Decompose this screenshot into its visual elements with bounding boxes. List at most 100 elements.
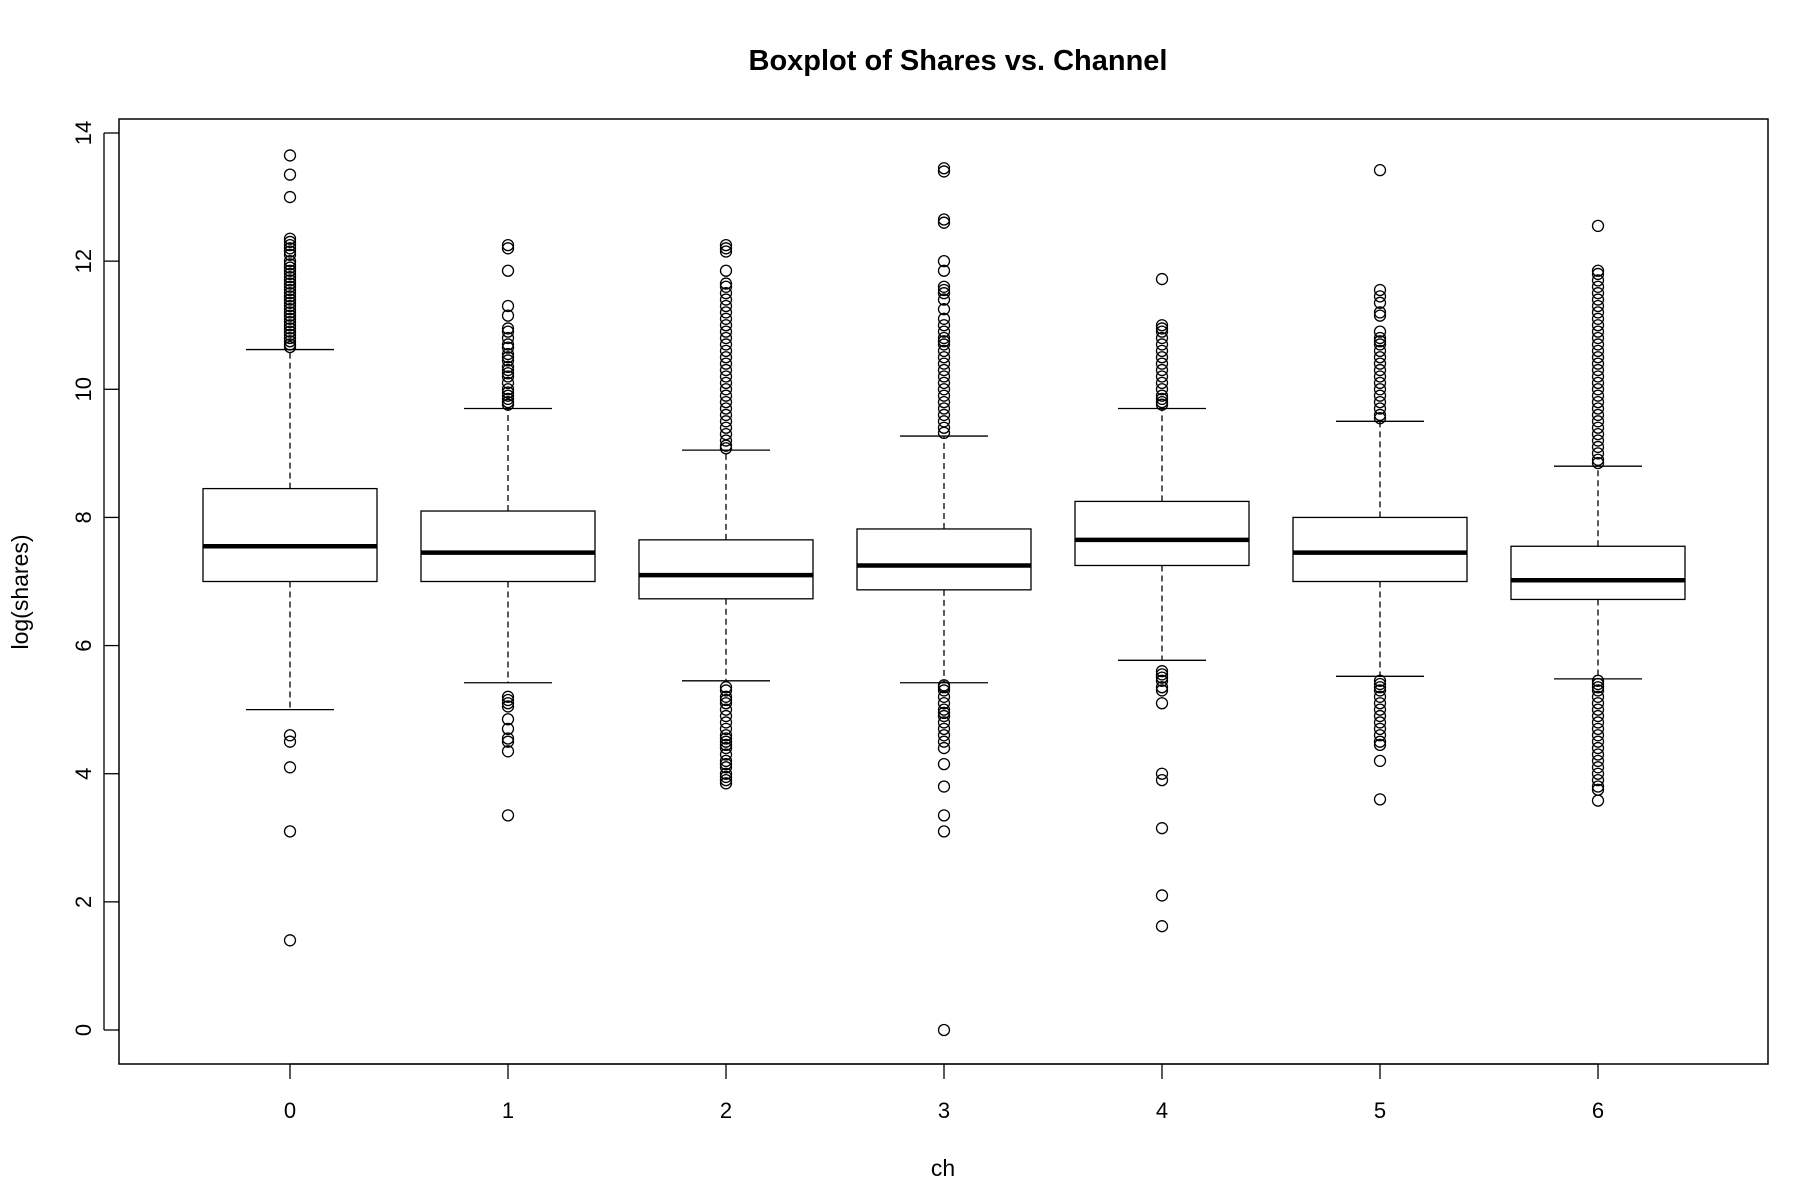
outlier-point — [1591, 306, 1605, 319]
outlier-point — [1373, 735, 1387, 748]
outlier-point — [501, 338, 515, 351]
outlier-point — [283, 315, 297, 329]
outlier-point — [283, 267, 297, 281]
outlier-point — [283, 328, 297, 341]
outlier-point — [283, 934, 297, 947]
outlier-point — [1591, 344, 1605, 357]
y-tick-label: 4 — [71, 768, 96, 780]
outlier-point — [1373, 402, 1387, 415]
outlier-point — [283, 312, 297, 325]
box-iqr — [1292, 516, 1468, 583]
outlier-point — [1155, 674, 1169, 687]
outlier-point — [1373, 344, 1387, 357]
outlier-point — [719, 722, 733, 736]
outlier-point — [937, 264, 951, 277]
y-tick-label: 10 — [71, 377, 96, 401]
outlier-point — [1373, 395, 1387, 409]
outlier-point — [937, 312, 951, 325]
outlier-point — [719, 716, 733, 729]
outlier-point — [501, 809, 515, 822]
outlier-point — [937, 351, 951, 364]
outlier-point — [1591, 395, 1605, 409]
outlier-point — [719, 693, 733, 707]
outlier-point — [719, 690, 733, 703]
box-group-0 — [202, 149, 378, 947]
outlier-point — [937, 709, 951, 723]
y-tick-label: 12 — [71, 249, 96, 273]
outlier-point — [719, 681, 733, 694]
box-iqr — [1510, 545, 1686, 601]
outlier-point — [1591, 325, 1605, 338]
outlier-point — [1591, 376, 1605, 390]
outlier-point — [937, 325, 951, 338]
box-group-1 — [420, 238, 596, 822]
outlier-point — [1591, 447, 1605, 460]
outlier-point — [1591, 299, 1605, 313]
outlier-point — [1155, 338, 1169, 351]
outlier-point — [719, 703, 733, 716]
outlier-point — [501, 745, 515, 758]
outlier-point — [719, 383, 733, 396]
outlier-point — [501, 264, 515, 277]
outlier-point — [501, 386, 515, 399]
outlier-point — [1155, 319, 1169, 332]
outlier-point — [283, 242, 297, 255]
outlier-point — [501, 242, 515, 255]
outlier-point — [1591, 274, 1605, 287]
outlier-point — [937, 780, 951, 793]
outlier-point — [1155, 389, 1169, 402]
outlier-point — [1373, 722, 1387, 736]
outlier-point — [719, 389, 733, 402]
outlier-point — [1373, 363, 1387, 377]
outlier-point — [1155, 376, 1169, 390]
outlier-point — [719, 351, 733, 364]
outlier-point — [937, 344, 951, 357]
outlier-point — [1591, 697, 1605, 710]
outlier-point — [1373, 376, 1387, 390]
outlier-point — [1155, 920, 1169, 933]
outlier-point — [937, 809, 951, 822]
outlier-point — [283, 168, 297, 181]
outlier-point — [1373, 697, 1387, 710]
outlier-point — [937, 162, 951, 175]
outlier-point — [1373, 335, 1387, 348]
outlier-point — [1373, 738, 1387, 752]
x-tick-label: 5 — [1374, 1098, 1386, 1123]
outlier-point — [719, 363, 733, 377]
box-group-4 — [1074, 272, 1250, 933]
outlier-point — [283, 232, 297, 245]
box-iqr — [420, 510, 596, 583]
boxes-layer — [202, 149, 1686, 1037]
outlier-point — [283, 825, 297, 838]
outlier-point — [501, 347, 515, 361]
outlier-point — [937, 287, 951, 300]
outlier-point — [1591, 434, 1605, 447]
outlier-point — [1591, 267, 1605, 281]
outlier-point — [1155, 681, 1169, 694]
x-tick-label: 0 — [284, 1098, 296, 1123]
outlier-point — [719, 331, 733, 345]
outlier-point — [937, 415, 951, 428]
outlier-point — [283, 322, 297, 335]
outlier-point — [937, 254, 951, 268]
outlier-point — [501, 392, 515, 406]
outlier-point — [719, 238, 733, 252]
outlier-point — [1373, 351, 1387, 364]
outlier-point — [501, 299, 515, 313]
outlier-point — [719, 415, 733, 428]
outlier-point — [283, 319, 297, 332]
outlier-point — [719, 735, 733, 748]
y-tick-label: 14 — [71, 121, 96, 145]
outlier-point — [1591, 456, 1605, 470]
outlier-point — [719, 299, 733, 313]
outlier-point — [1591, 761, 1605, 774]
x-tick-label: 3 — [938, 1098, 950, 1123]
outlier-point — [719, 421, 733, 434]
y-tick-label: 2 — [71, 896, 96, 908]
outlier-point — [1591, 703, 1605, 716]
outlier-point — [1591, 357, 1605, 370]
outlier-point — [937, 716, 951, 729]
outlier-point — [719, 754, 733, 768]
outlier-point — [501, 322, 515, 335]
outlier-point — [719, 408, 733, 422]
